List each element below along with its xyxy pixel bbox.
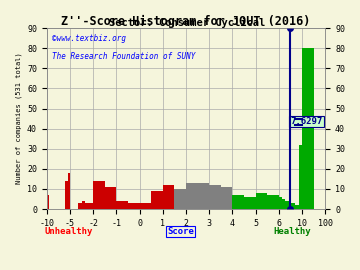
Bar [93,181,105,209]
Bar [256,193,267,209]
Text: Unhealthy: Unhealthy [45,227,93,236]
Bar [47,195,49,209]
Text: 7.6297: 7.6297 [291,117,323,126]
Bar [151,191,163,209]
Bar [209,185,221,209]
Bar [279,197,282,209]
Bar [116,201,128,209]
Bar [285,201,289,209]
Bar [89,203,93,209]
Bar [289,203,292,209]
Bar [85,203,89,209]
Bar [292,203,296,209]
Text: Healthy: Healthy [273,227,311,236]
Bar [233,195,244,209]
Bar [186,183,198,209]
Bar [82,201,85,209]
Bar [78,203,82,209]
Text: Score: Score [167,227,194,236]
Bar [296,205,299,209]
Bar [163,185,175,209]
Bar [267,195,279,209]
Bar [128,203,140,209]
Bar [282,199,285,209]
Bar [221,187,233,209]
Text: ©www.textbiz.org: ©www.textbiz.org [52,33,126,42]
Title: Z''-Score Histogram for JOUT (2016): Z''-Score Histogram for JOUT (2016) [61,15,311,28]
Bar [105,187,116,209]
Text: The Research Foundation of SUNY: The Research Foundation of SUNY [52,52,196,60]
Y-axis label: Number of companies (531 total): Number of companies (531 total) [15,53,22,184]
Bar [68,173,70,209]
Bar [175,189,186,209]
Bar [302,48,314,209]
Bar [244,197,256,209]
Text: Sector: Consumer Cyclical: Sector: Consumer Cyclical [109,18,265,28]
Bar [198,183,209,209]
Bar [66,181,68,209]
Bar [299,145,302,209]
Bar [140,203,151,209]
